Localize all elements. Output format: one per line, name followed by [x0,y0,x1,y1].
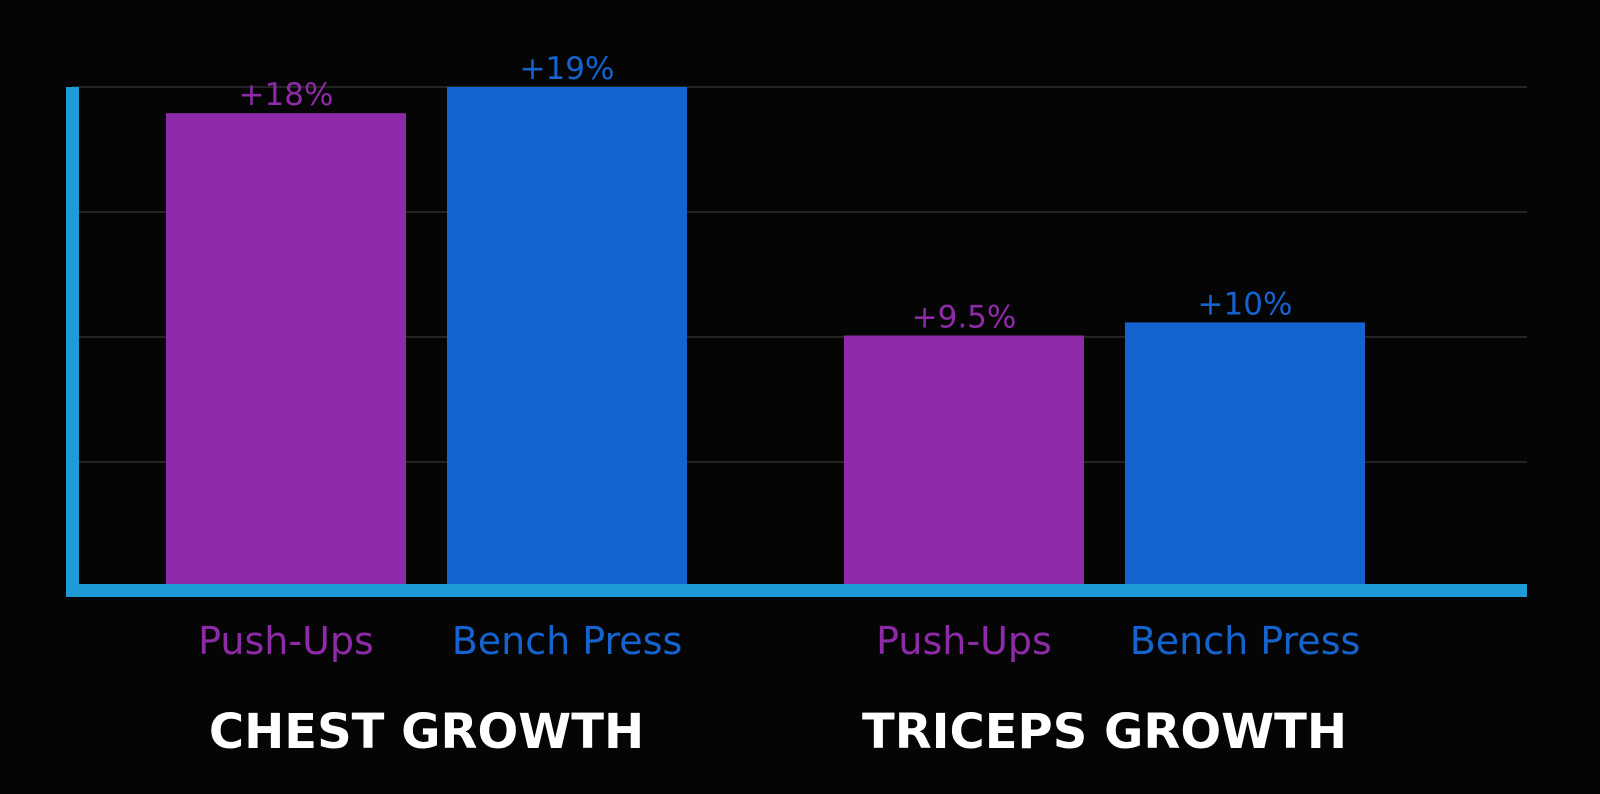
group-title: CHEST GROWTH [209,704,644,760]
bar-1-2 [447,87,687,584]
x-tick-label: Bench Press [452,619,683,663]
group-title: TRICEPS GROWTH [862,704,1347,760]
data-label: +19% [520,51,615,87]
x-tick-label: Push-Ups [876,619,1052,663]
data-label: +9.5% [912,300,1017,336]
data-label: +10% [1198,286,1293,322]
bar-1-1 [166,113,406,584]
bar-2-2 [1125,322,1365,584]
bar-2-1 [844,335,1084,584]
data-label: +18% [239,77,334,113]
x-axis-line [66,584,1527,597]
y-axis-line [66,87,79,597]
x-tick-label: Push-Ups [198,619,374,663]
x-tick-label: Bench Press [1130,619,1361,663]
